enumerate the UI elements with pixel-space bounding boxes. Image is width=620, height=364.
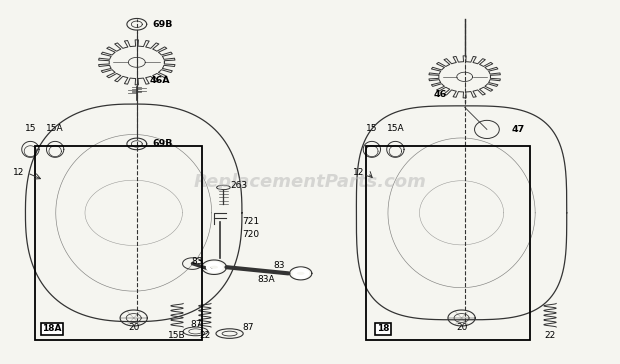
Text: 12: 12 [353, 169, 365, 177]
Text: 18A: 18A [42, 324, 62, 333]
Bar [35, 146, 202, 340]
Text: 720: 720 [242, 230, 259, 239]
Text: 47: 47 [512, 125, 525, 134]
Text: 15A: 15A [46, 124, 64, 133]
Text: 20: 20 [456, 323, 467, 332]
Text: 87: 87 [190, 320, 202, 329]
Text: 22: 22 [544, 331, 556, 340]
Text: 721: 721 [242, 217, 259, 226]
Text: 15B: 15B [168, 331, 186, 340]
Text: 22: 22 [199, 331, 210, 340]
Text: 83: 83 [273, 261, 285, 270]
Text: 15: 15 [366, 124, 378, 133]
Text: ReplacementParts.com: ReplacementParts.com [193, 173, 427, 191]
Text: 83: 83 [191, 257, 203, 266]
Text: 46A: 46A [149, 76, 170, 85]
Text: 18: 18 [377, 324, 389, 333]
Text: 15A: 15A [386, 124, 404, 133]
Text: 69B: 69B [153, 20, 172, 29]
Text: 20: 20 [128, 323, 140, 332]
Bar [366, 146, 529, 340]
Text: 87: 87 [242, 323, 254, 332]
Text: 263: 263 [231, 181, 248, 190]
Text: 83A: 83A [257, 276, 275, 284]
Text: 12: 12 [13, 169, 24, 177]
Text: 69B: 69B [153, 139, 172, 149]
Text: 15: 15 [25, 124, 36, 133]
Text: 46: 46 [434, 91, 447, 99]
